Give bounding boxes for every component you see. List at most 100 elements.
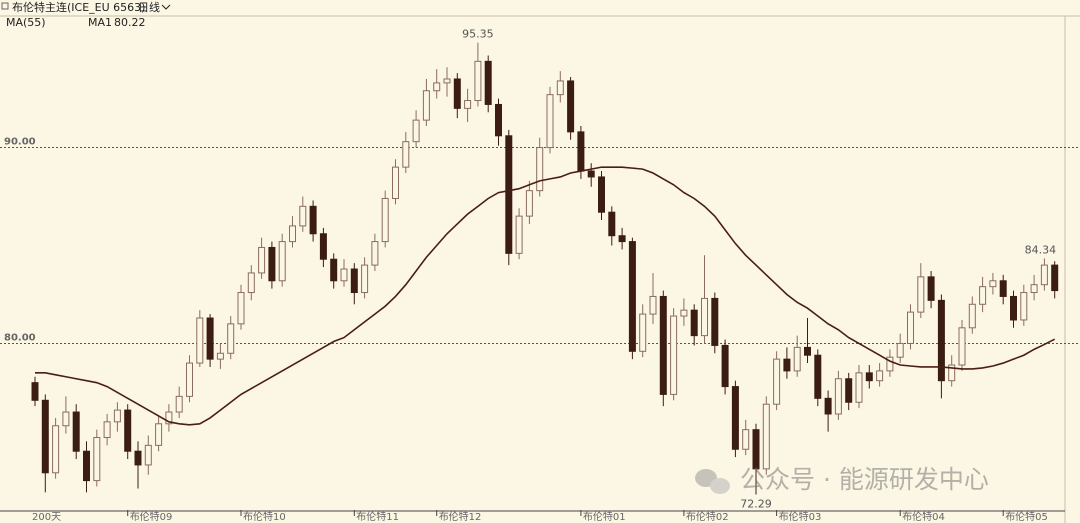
candle-body [639, 313, 647, 352]
legend-value: 80.22 [114, 16, 146, 29]
dropdown-arrow[interactable] [161, 4, 171, 10]
candle-body [289, 225, 296, 243]
y-tick-label: 90.00 [4, 137, 36, 148]
x-tick-label: 布伦特11 [356, 510, 399, 523]
candle-body [762, 403, 770, 470]
candle-body [1040, 264, 1048, 286]
range-label: 200天 [32, 512, 61, 523]
x-tick-label: 布伦特03 [779, 510, 822, 523]
candle-body [1030, 284, 1038, 294]
candle-body [422, 90, 430, 121]
high-label: 84.34 [1025, 243, 1057, 256]
candle-body [711, 297, 719, 346]
candle-body [824, 397, 832, 415]
candle-body [804, 346, 811, 356]
candle-body [567, 80, 575, 133]
candle-body [999, 280, 1007, 297]
candle-body [484, 60, 492, 105]
x-tick-label: 布伦特05 [1005, 510, 1048, 523]
x-tick-label: 布伦特04 [902, 510, 945, 523]
x-tick-label: 布伦特02 [686, 510, 729, 523]
candle-body [93, 437, 101, 482]
candle-body [979, 286, 987, 305]
candle-body [175, 395, 183, 413]
indicator-name: MA(55) [6, 16, 46, 29]
candle-body [464, 100, 472, 109]
candle-body [402, 141, 410, 168]
candle-body [968, 303, 976, 329]
x-tick-label: 布伦特09 [130, 510, 173, 523]
candle-body [381, 197, 389, 243]
candle-body [299, 205, 307, 227]
candle-body [649, 295, 657, 315]
candle-body [845, 378, 853, 403]
candle-body [598, 176, 605, 213]
candle-body [495, 103, 502, 137]
candle-body [144, 444, 152, 466]
candle-body [453, 78, 461, 109]
watermark-icon [710, 478, 730, 494]
candle-body [83, 450, 90, 482]
candle-body [783, 358, 791, 372]
candle-body [247, 272, 255, 294]
candle-body [546, 94, 554, 149]
candle-body [701, 297, 708, 337]
candle-body [731, 386, 739, 450]
x-tick-label: 布伦特01 [583, 510, 626, 523]
candle-body [165, 411, 173, 425]
candle-body [237, 292, 245, 325]
ma-line [35, 166, 1056, 426]
candle-body [412, 119, 420, 143]
candle-body [577, 131, 585, 172]
watermark-text: 公众号 · 能源研发中心 [740, 465, 989, 494]
candle-body [515, 215, 523, 254]
candle-body [227, 323, 235, 354]
candle-body [340, 268, 348, 282]
candle-body [1020, 292, 1028, 321]
candle-body [186, 362, 193, 397]
candle-body [896, 342, 904, 358]
candle-body [361, 264, 369, 294]
candle-body [907, 311, 914, 344]
candle-body [474, 60, 482, 102]
candle-body [72, 411, 80, 452]
period-select[interactable]: 日线 [138, 0, 160, 14]
candle-body [433, 82, 441, 92]
candle-body [392, 166, 399, 199]
candle-body [52, 425, 60, 474]
chart-title: 布伦特主连(ICE_EU 6563) [12, 0, 145, 14]
candle-body [927, 276, 935, 301]
candle-body [1010, 295, 1017, 321]
high-label: 95.35 [462, 28, 494, 41]
candle-body [937, 299, 945, 382]
candle-body [917, 276, 925, 313]
candle-body [525, 190, 533, 217]
candle-body [371, 241, 379, 266]
candle-body [258, 246, 266, 274]
candle-body [330, 258, 338, 282]
legend-label: MA1 [88, 16, 112, 29]
candle-body [948, 364, 956, 382]
candle-body [886, 356, 894, 372]
icon [1, 2, 9, 10]
candle-body [876, 370, 884, 382]
candle-body [793, 346, 801, 372]
candle-body [62, 411, 70, 427]
watermark: 公众号 · 能源研发中心 [695, 465, 989, 494]
candle-body [536, 147, 544, 192]
candle-body [124, 409, 132, 452]
candle-body [958, 327, 966, 366]
candle-body [680, 309, 688, 317]
candle-body [206, 317, 214, 360]
candle-body [690, 309, 698, 337]
candle-body [618, 235, 626, 243]
candle-body [670, 315, 678, 395]
candle-body [268, 246, 276, 282]
candle-body [855, 372, 863, 403]
candle-body [113, 409, 121, 423]
candle-body [216, 352, 224, 360]
candle-body [587, 170, 595, 178]
